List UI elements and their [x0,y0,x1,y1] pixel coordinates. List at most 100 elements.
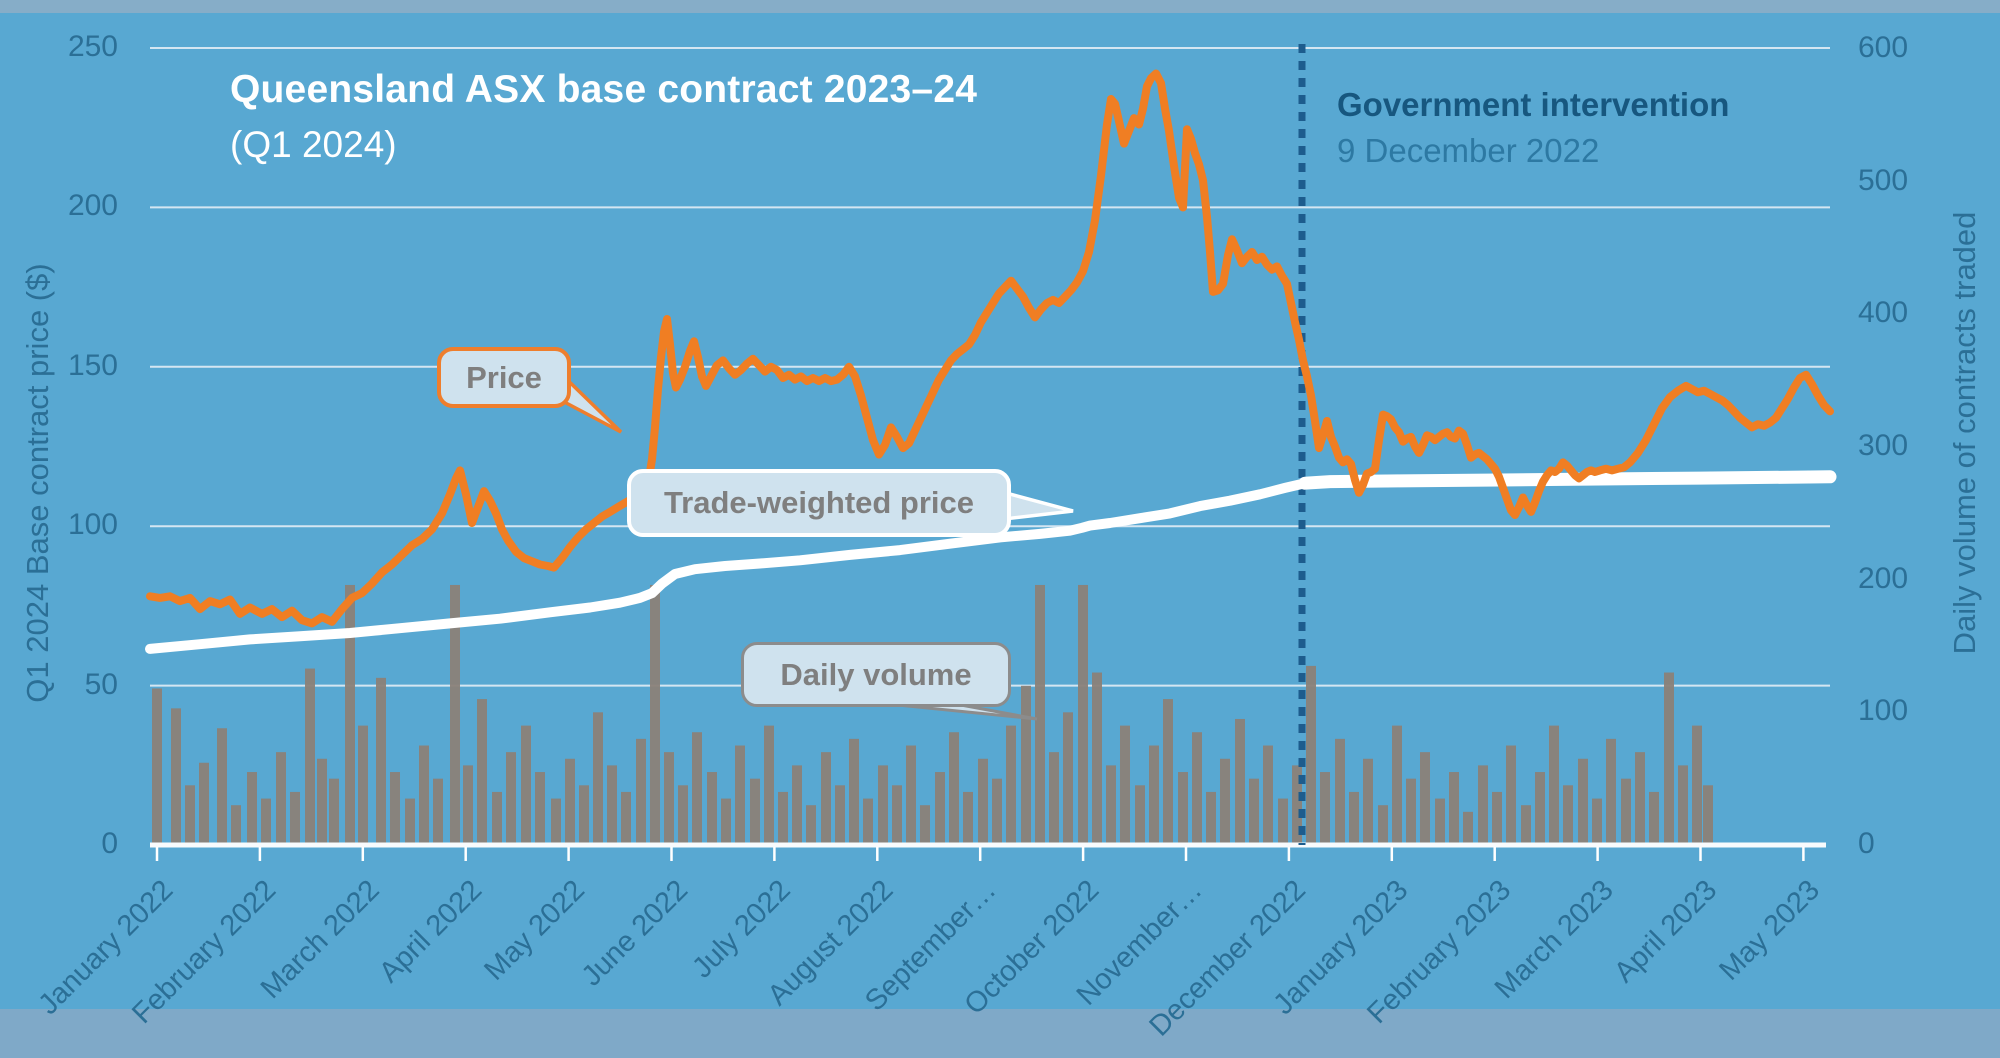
volume-bar [1120,725,1130,845]
price-line [146,69,1834,628]
volume-bar [1521,805,1531,845]
right-axis-tick-label: 600 [1858,31,1909,64]
volume-bar [1506,745,1516,845]
volume-bar [185,785,195,845]
volume-bar [935,772,945,845]
volume-bar [1092,672,1102,845]
volume-bar [1378,805,1388,845]
volume-bar [949,732,959,845]
volume-bar [231,805,241,845]
volume-bar [1463,811,1473,845]
volume-bar [1063,712,1073,845]
volume-bar [1263,745,1273,845]
left-axis-tick-label: 100 [67,508,118,542]
volume-bar [707,772,717,845]
volume-bar [1292,765,1302,845]
volume-bar [1249,778,1259,845]
volume-bar [1363,758,1373,845]
volume-bar [849,738,859,845]
volume-bar [650,584,660,845]
volume-bar [792,765,802,845]
volume-bar [1235,718,1245,845]
volume-bar [1078,584,1088,845]
price-series-callout: Price [437,347,571,408]
bottom-border-strip [0,1009,2000,1058]
volume-bar [1420,752,1430,845]
volume-bar [1492,791,1502,845]
volume-bar [863,798,873,845]
volume-bar [276,752,286,845]
volume-bar [1435,798,1445,845]
volume-bar [1163,699,1173,845]
left-axis-tick-label: 200 [67,189,118,223]
volume-bar [636,738,646,845]
volume-bar [463,765,473,845]
volume-bar [1349,791,1359,845]
volume-bar [217,728,227,845]
chart-subtitle: (Q1 2024) [230,124,397,165]
volume-bar [1478,765,1488,845]
left-axis-tick-label: 50 [84,667,118,701]
chart-title: Queensland ASX base contract 2023–24 [230,68,978,111]
volume-bar [735,745,745,845]
right-axis-tick-label: 500 [1858,163,1909,197]
volume-bar [1320,772,1330,845]
volume-bar [1335,738,1345,845]
trade-weighted-line [145,471,1835,654]
volume-bar [1535,772,1545,845]
volume-bar [750,778,760,845]
volume-bar [664,752,674,845]
volume-bar [521,725,531,845]
volume-bar [376,677,386,845]
volume-bar [978,758,988,845]
volume-bar [892,785,902,845]
volume-bar [1563,785,1573,845]
volume-bar [621,791,631,845]
left-axis-tick-label: 250 [67,30,118,63]
volume-bar [345,584,355,845]
volume-bar [607,765,617,845]
volume-bar [1635,752,1645,845]
volume-bar [358,725,368,845]
right-axis-tick-label: 100 [1858,694,1909,728]
volume-bar [305,668,315,845]
volume-bar [778,791,788,845]
intervention-date: 9 December 2022 [1337,132,1600,169]
top-border-strip [0,0,2000,13]
volume-bar [593,712,603,845]
volume-bar [678,785,688,845]
volume-bar [433,778,443,845]
volume-bar [992,778,1002,845]
volume-bar [152,688,162,845]
volume-bar [963,791,973,845]
left-axis-tick-label: 150 [67,348,118,382]
volume-bar [806,805,816,845]
volume-bar [692,732,702,845]
volume-bar [1220,758,1230,845]
volume-bar [171,708,181,845]
volume-bar [329,778,339,845]
volume-bar [1606,738,1616,845]
volume-bar [477,699,487,845]
volume-bar [1703,785,1713,845]
volume-bar [247,772,257,845]
volume-bar [1006,725,1016,845]
trade-weighted-line-bold [1298,470,1837,490]
volume-bar [1592,798,1602,845]
right-axis-tick-label: 400 [1858,296,1909,330]
volume-bar [1049,752,1059,845]
volume-bar [721,798,731,845]
volume-bar [1392,725,1402,845]
volume-bar [1664,672,1674,845]
volume-bar [261,798,271,845]
volume-bar [1549,725,1559,845]
volume-bar [492,791,502,845]
volume-bar [906,745,916,845]
volume-bar [1406,778,1416,845]
volume-bar [920,805,930,845]
volume-bar [1149,745,1159,845]
volume-bar [1135,785,1145,845]
trade-weighted-callout-label: Trade-weighted price [663,485,975,520]
volume-bar [1306,665,1316,845]
